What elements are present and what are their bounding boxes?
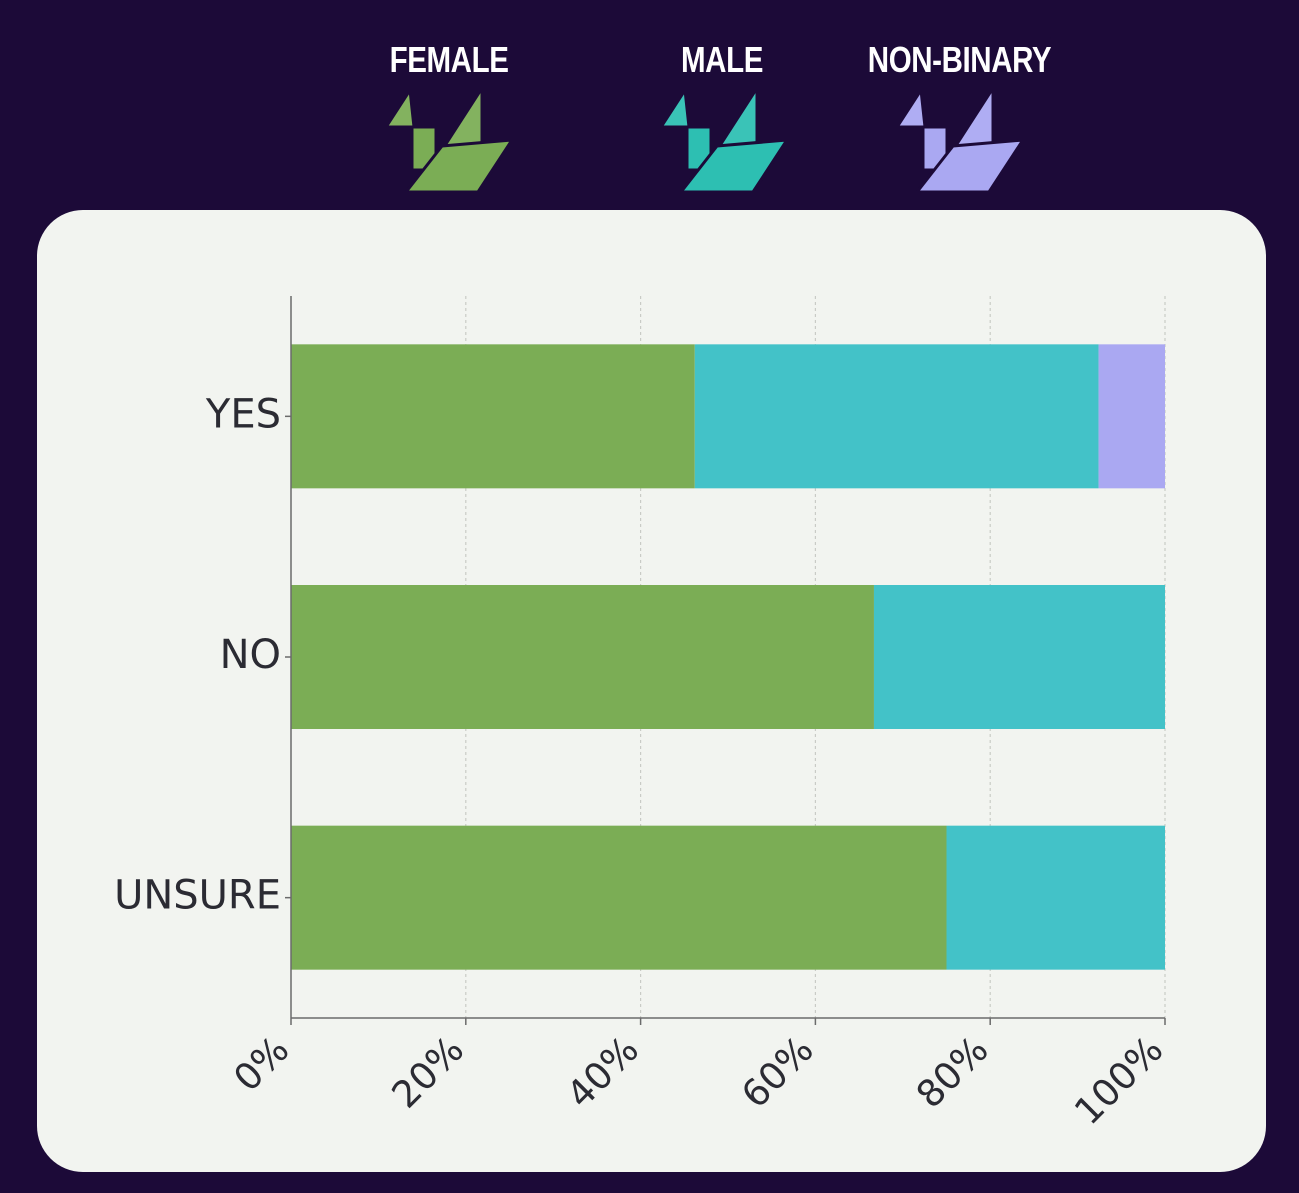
bar-male-yes	[694, 344, 1099, 489]
stacked-bar-chart: YES NO UNSURE 0% 20% 40% 60% 80% 100%	[114, 296, 1171, 1133]
x-tick-label: 0%	[225, 1028, 297, 1100]
y-tick-label: YES	[205, 391, 281, 437]
bar-male-no	[873, 585, 1165, 729]
origami-crane-icon	[384, 88, 512, 194]
bar-female-unsure	[291, 825, 947, 970]
chart-card: YES NO UNSURE 0% 20% 40% 60% 80% 100%	[37, 210, 1266, 1172]
bar-non-binary-yes	[1098, 344, 1165, 489]
x-tick-label: 60%	[733, 1028, 822, 1117]
legend-label-female: FEMALE	[389, 39, 509, 80]
y-tick-label: UNSURE	[114, 873, 281, 919]
legend-item-male: MALE	[652, 38, 792, 194]
x-tick-label: 20%	[384, 1028, 473, 1117]
origami-crane-icon	[659, 88, 787, 194]
x-tick-label: 80%	[908, 1028, 997, 1117]
legend-label-non-binary: NON-BINARY	[867, 39, 1052, 80]
legend-item-non-binary: NON-BINARY	[848, 38, 1068, 194]
origami-crane-icon	[895, 88, 1023, 194]
y-tick-label: NO	[220, 632, 281, 678]
bar-female-no	[291, 585, 874, 729]
x-tick-label: 40%	[558, 1028, 647, 1117]
legend-label-male: MALE	[681, 39, 763, 80]
legend-item-female: FEMALE	[377, 38, 517, 194]
x-tick-label: 100%	[1066, 1028, 1171, 1133]
bar-male-unsure	[946, 825, 1165, 970]
bar-female-yes	[291, 344, 695, 489]
